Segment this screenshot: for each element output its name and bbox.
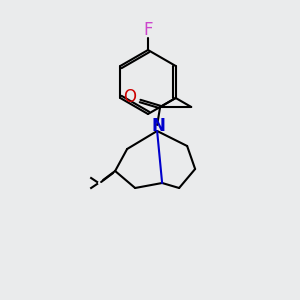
Text: O: O: [124, 88, 136, 106]
Text: F: F: [143, 21, 153, 39]
Text: N: N: [151, 117, 165, 135]
